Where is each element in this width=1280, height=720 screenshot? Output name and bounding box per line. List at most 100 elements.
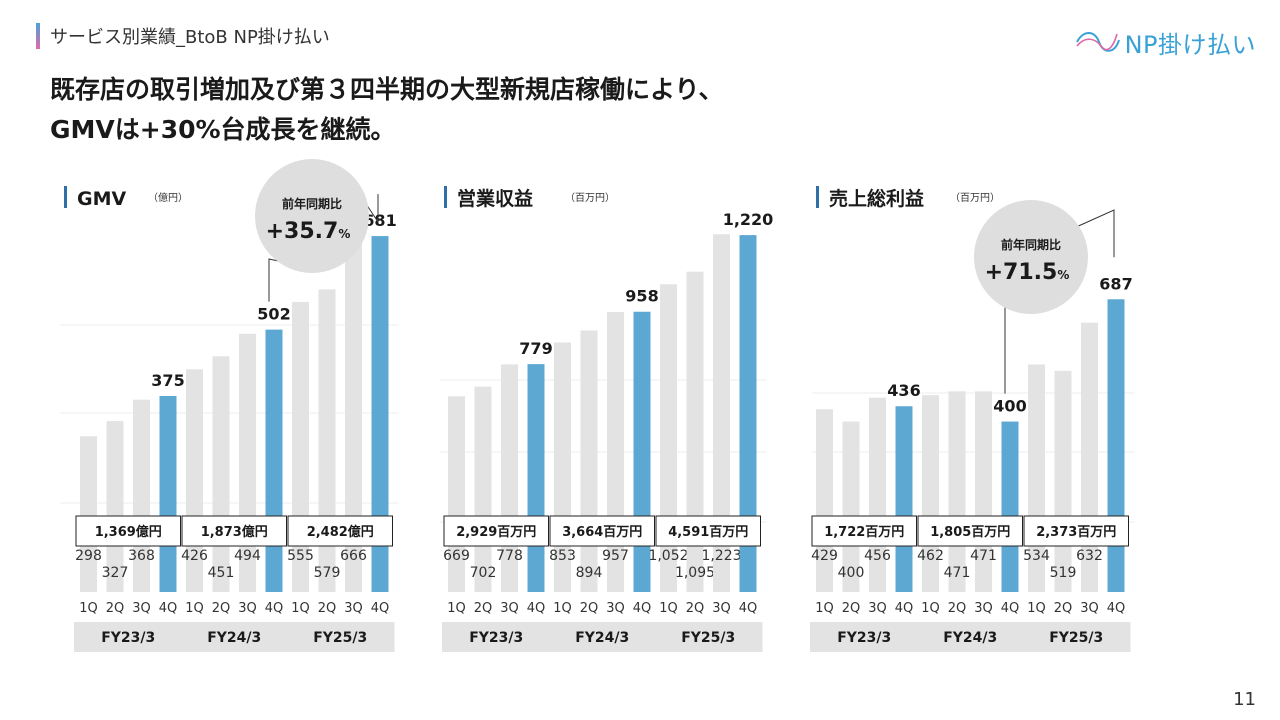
panel-title: GMV <box>77 188 127 210</box>
bar-value-label: 1,052 <box>648 548 688 564</box>
bar-value-label: 534 <box>1023 548 1050 564</box>
annual-total-label: 1,805百万円 <box>930 525 1010 540</box>
fiscal-year-label: FY25/3 <box>313 630 367 646</box>
yoy-callout-label: 前年同期比 <box>1001 237 1061 252</box>
quarter-tick-label: 3Q <box>238 601 257 616</box>
quarter-tick-label: 1Q <box>79 601 98 616</box>
bar-value-label: 894 <box>576 565 603 581</box>
bar-value-label: 400 <box>993 397 1026 416</box>
quarter-tick-label: 1Q <box>815 601 834 616</box>
quarter-tick-label: 3Q <box>712 601 731 616</box>
quarter-tick-label: 4Q <box>1001 601 1020 616</box>
bar-value-label: 555 <box>287 548 314 564</box>
annual-total-box <box>75 515 181 547</box>
quarter-tick-label: 3Q <box>344 601 363 616</box>
bar-value-label: 666 <box>340 548 367 564</box>
quarter-tick-label: 4Q <box>371 601 390 616</box>
quarter-tick-label: 4Q <box>265 601 284 616</box>
panel-title-accent <box>64 186 67 208</box>
yoy-callout-value: +35.7% <box>266 219 351 244</box>
quarter-tick-label: 2Q <box>842 601 861 616</box>
bar-value-label: 471 <box>944 565 971 581</box>
quarter-tick-label: 1Q <box>1027 601 1046 616</box>
headline-line-2: GMVは+30%台成長を継続。 <box>50 115 396 144</box>
fiscal-year-label: FY25/3 <box>1049 630 1103 646</box>
yoy-callout-bubble <box>974 200 1088 314</box>
bar-value-label: 462 <box>917 548 944 564</box>
bar-value-label: 375 <box>151 371 184 390</box>
quarter-tick-label: 1Q <box>659 601 678 616</box>
logo-text: NP掛け払い <box>1124 30 1256 59</box>
yoy-callout-value: +71.5% <box>985 260 1070 285</box>
quarter-tick-label: 4Q <box>159 601 178 616</box>
bar-value-label: 327 <box>102 565 129 581</box>
bar <box>345 243 362 593</box>
quarter-tick-label: 2Q <box>474 601 493 616</box>
annual-total-box <box>655 515 761 547</box>
annual-total-label: 4,591百万円 <box>668 525 748 540</box>
section-accent-bar <box>36 23 40 49</box>
quarter-tick-label: 2Q <box>212 601 231 616</box>
annual-total-label: 3,664百万円 <box>562 525 642 540</box>
bar <box>1054 370 1072 592</box>
chart-panel-2: 営業収益 （百万円） 669 1Q 702 2Q 778 3Q 779 4Q 853 1Q 894 2Q 9… <box>440 186 773 652</box>
bar <box>318 289 336 592</box>
bar <box>80 436 97 592</box>
bar <box>816 409 833 592</box>
quarter-tick-label: 1Q <box>447 601 466 616</box>
panel-title-accent <box>444 186 447 208</box>
bar-value-label: 853 <box>549 548 576 564</box>
bar-highlight <box>895 406 913 592</box>
bar-value-label: 1,223 <box>701 548 741 564</box>
fiscal-year-band <box>74 622 183 652</box>
fiscal-year-band <box>916 622 1025 652</box>
bar-highlight <box>159 396 177 592</box>
bar-highlight <box>371 236 389 592</box>
bar <box>580 330 598 592</box>
page-number: 11 <box>1233 689 1256 710</box>
bar-value-label: 519 <box>1050 565 1077 581</box>
panel-unit: （億円） <box>148 191 188 204</box>
annual-total-label: 2,929百万円 <box>456 525 536 540</box>
quarter-tick-label: 3Q <box>500 601 519 616</box>
annual-total-box <box>287 515 393 547</box>
bar <box>713 234 730 592</box>
annual-total-box <box>549 515 655 547</box>
fiscal-year-band <box>1022 622 1131 652</box>
bar <box>686 271 704 592</box>
bar-value-label: 958 <box>625 287 658 306</box>
np-logo: NP掛け払い <box>1073 24 1256 60</box>
bar-value-label: 632 <box>1076 548 1103 564</box>
bar-value-label: 298 <box>75 548 102 564</box>
quarter-tick-label: 4Q <box>633 601 652 616</box>
yoy-callout-bubble <box>255 159 369 273</box>
bar <box>474 386 492 592</box>
quarter-tick-label: 4Q <box>527 601 546 616</box>
bar-value-label: 426 <box>181 548 208 564</box>
bar-value-label: 502 <box>257 305 290 324</box>
bar-value-label: 681 <box>363 211 396 230</box>
section-title: サービス別業績_BtoB NP掛け払い <box>50 27 330 48</box>
bar <box>212 356 230 592</box>
annual-total-box <box>181 515 287 547</box>
quarter-tick-label: 2Q <box>318 601 337 616</box>
bar-value-label: 579 <box>314 565 341 581</box>
bar-value-label: 1,220 <box>723 210 774 229</box>
fiscal-year-label: FY24/3 <box>207 630 261 646</box>
panel-title: 営業収益 <box>457 187 533 210</box>
quarter-tick-label: 3Q <box>132 601 151 616</box>
quarter-tick-label: 4Q <box>895 601 914 616</box>
bar-highlight <box>265 329 283 592</box>
bar-value-label: 779 <box>519 339 552 358</box>
annual-total-box <box>443 515 549 547</box>
quarter-tick-label: 3Q <box>1080 601 1099 616</box>
quarter-tick-label: 1Q <box>291 601 310 616</box>
quarter-tick-label: 2Q <box>1054 601 1073 616</box>
annual-total-label: 1,873億円 <box>201 524 268 540</box>
bar-value-label: 494 <box>234 548 261 564</box>
annual-total-box <box>917 515 1023 547</box>
headline: 既存店の取引増加及び第３四半期の大型新規店稼働により、 GMVは+30%台成長を… <box>50 70 724 150</box>
bar-highlight <box>739 235 757 592</box>
callout-leader-line <box>1004 299 1008 394</box>
